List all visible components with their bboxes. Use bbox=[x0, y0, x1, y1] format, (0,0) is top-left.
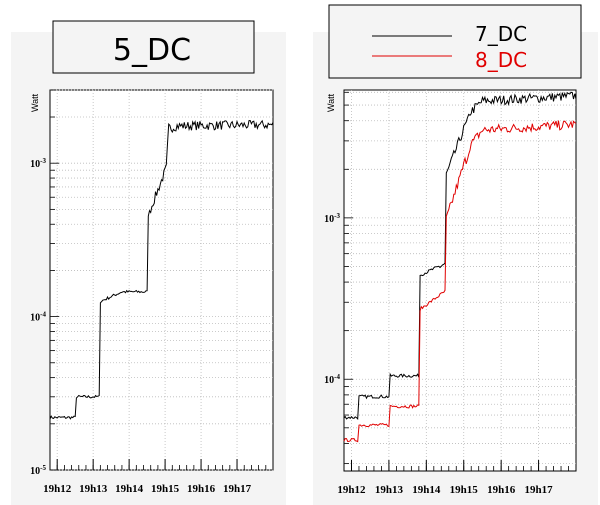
right-grid bbox=[344, 90, 576, 471]
legend-box bbox=[328, 4, 582, 79]
x-tick-label: 19h13 bbox=[375, 484, 404, 496]
7-dc-line bbox=[343, 91, 577, 420]
legend-label-8dc: 8_DC bbox=[475, 48, 527, 72]
x-tick-label: 19h16 bbox=[487, 484, 516, 496]
x-tick-label: 19h14 bbox=[115, 483, 144, 495]
series-0-line bbox=[49, 119, 274, 420]
right-plot-frame bbox=[343, 89, 577, 472]
right-series-group bbox=[343, 91, 577, 443]
y-tick-label: 10-3 bbox=[30, 157, 46, 170]
x-tick-label: 19h12 bbox=[43, 483, 72, 495]
y-tick-label: 10-5 bbox=[30, 464, 46, 477]
left-title-box bbox=[52, 20, 255, 74]
left-ticks bbox=[49, 89, 274, 471]
left-plot-frame bbox=[49, 89, 274, 471]
left-tick-labels: 19h12 19h13 19h14 19h15 19h16 19h17 10-3 10-4 10… bbox=[30, 157, 251, 495]
y-tick-label: 10-4 bbox=[30, 311, 46, 324]
right-tick-labels: 19h12 19h13 19h14 19h15 19h16 19h17 10-3 10-4 bbox=[324, 212, 553, 496]
y-tick-label: 10-3 bbox=[324, 212, 340, 225]
left-ylabel: Watt bbox=[30, 93, 40, 112]
8-dc-line bbox=[343, 120, 577, 443]
left-chart-title: 5_DC bbox=[113, 33, 191, 68]
x-tick-label: 19h13 bbox=[79, 483, 108, 495]
x-tick-label: 19h15 bbox=[151, 483, 180, 495]
legend-label-7dc: 7_DC bbox=[475, 22, 527, 46]
left-series-group bbox=[49, 119, 274, 420]
right-ylabel: Watt bbox=[326, 93, 336, 112]
x-tick-label: 19h15 bbox=[450, 484, 479, 496]
x-tick-label: 19h17 bbox=[223, 483, 252, 495]
x-tick-label: 19h16 bbox=[187, 483, 216, 495]
left-grid bbox=[50, 89, 273, 471]
right-ticks bbox=[343, 91, 577, 471]
x-tick-label: 19h17 bbox=[525, 484, 554, 496]
y-tick-label: 10-4 bbox=[324, 373, 340, 386]
x-tick-label: 19h14 bbox=[412, 484, 441, 496]
x-tick-label: 19h12 bbox=[337, 484, 366, 496]
